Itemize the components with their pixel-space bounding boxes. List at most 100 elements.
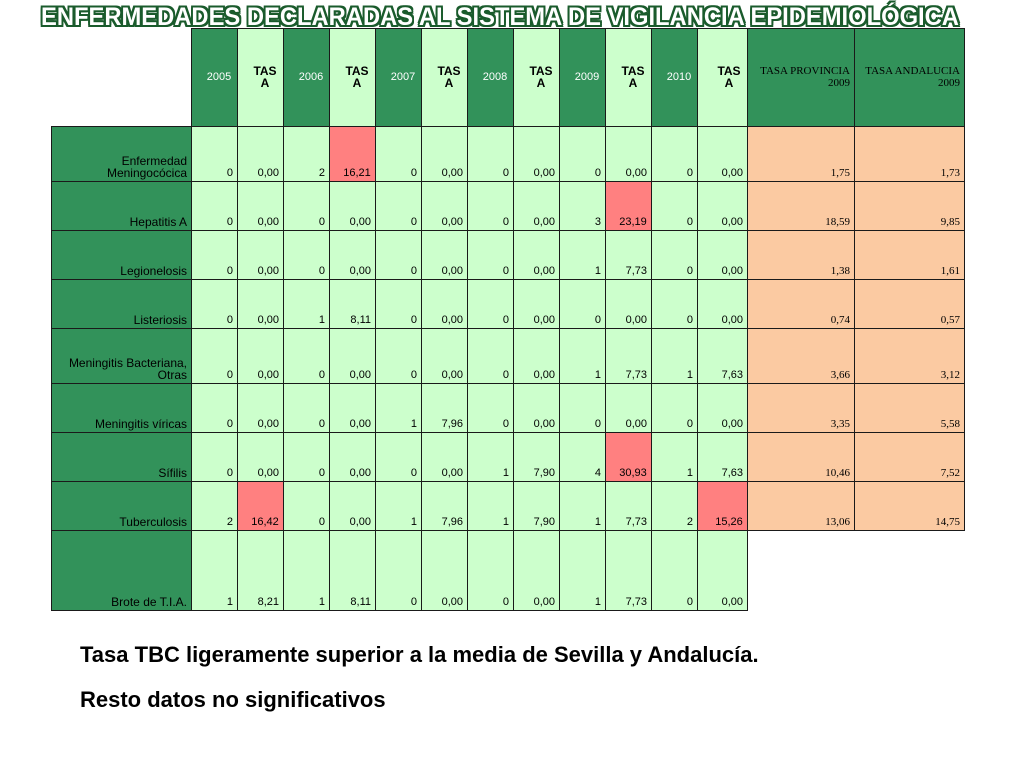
tasa-provincia-cell: 0,74 <box>747 279 855 329</box>
tasa-andalucia-cell: 5,58 <box>854 383 965 433</box>
disease-name: Tuberculosis <box>51 481 192 531</box>
count-cell: 4 <box>559 432 606 482</box>
table-row: Enfermedad Meningocócica 0 0,00 2 16,21 0 0,00… <box>51 126 965 182</box>
count-cell: 2 <box>191 481 238 531</box>
rate-cell: 7,90 <box>513 432 560 482</box>
tasa-provincia-cell: 1,38 <box>747 230 855 280</box>
count-cell: 1 <box>283 530 330 611</box>
disease-name: Meningitis Bacteriana, Otras <box>51 328 192 384</box>
count-cell: 0 <box>467 126 514 182</box>
count-cell: 0 <box>467 181 514 231</box>
disease-name: Meningitis víricas <box>51 383 192 433</box>
count-cell: 0 <box>191 181 238 231</box>
rate-cell: 7,73 <box>605 328 652 384</box>
highlighted-rate: 15,26 <box>715 516 743 528</box>
header-label: 2009 <box>574 70 600 83</box>
rate-cell: 7,90 <box>513 481 560 531</box>
table-row: Sífilis 0 0,00 0 0,00 0 0,00 1 7,90 4 30,93 1 7,63 10… <box>51 432 965 482</box>
rate-cell: 0,00 <box>329 181 376 231</box>
header-label: 2005 <box>206 70 232 83</box>
disease-name: Enfermedad Meningocócica <box>51 126 192 182</box>
header-tasa: TASA <box>697 28 748 127</box>
header-tasa: TASA <box>329 28 376 127</box>
rate-cell: 0,00 <box>513 328 560 384</box>
count-cell: 1 <box>283 279 330 329</box>
rate-cell: 0,00 <box>513 230 560 280</box>
rate-cell: 0,00 <box>329 230 376 280</box>
count-cell: 0 <box>651 530 698 611</box>
header-label: TASA <box>621 63 645 90</box>
count-cell: 1 <box>467 481 514 531</box>
header-label: TASA <box>529 63 553 90</box>
count-cell: 0 <box>651 383 698 433</box>
table-row: Meningitis Bacteriana, Otras 0 0,00 0 0,00 0 0… <box>51 328 965 384</box>
header-label: TASA <box>717 63 741 90</box>
count-cell: 0 <box>375 181 422 231</box>
header-label: TASA ANDALUCIA 2009 <box>865 64 960 89</box>
rate-cell: 0,00 <box>329 481 376 531</box>
rate-cell: 0,00 <box>697 530 748 611</box>
header-label: TASA <box>345 63 369 90</box>
count-cell: 1 <box>375 383 422 433</box>
header-tasa-provincia: TASA PROVINCIA 2009 <box>747 28 855 127</box>
count-cell: 1 <box>559 481 606 531</box>
tasa-andalucia-cell: 14,75 <box>854 481 965 531</box>
count-cell: 1 <box>651 432 698 482</box>
rate-cell: 0,00 <box>421 530 468 611</box>
rate-cell: 0,00 <box>237 230 284 280</box>
count-cell: 0 <box>467 530 514 611</box>
tasa-provincia-cell: 3,35 <box>747 383 855 433</box>
rate-cell: 7,73 <box>605 530 652 611</box>
count-cell: 0 <box>651 230 698 280</box>
header-corner <box>51 28 192 127</box>
count-cell: 0 <box>191 328 238 384</box>
highlighted-rate: 23,19 <box>619 216 647 228</box>
tasa-andalucia-cell: 9,85 <box>854 181 965 231</box>
count-cell: 2 <box>651 481 698 531</box>
rate-cell: 0,00 <box>697 383 748 433</box>
tasa-andalucia-cell: 0,57 <box>854 279 965 329</box>
rate-cell: 0,00 <box>237 181 284 231</box>
count-cell: 2 <box>283 126 330 182</box>
rate-cell: 0,00 <box>237 279 284 329</box>
table-row: Hepatitis A 0 0,00 0 0,00 0 0,00 0 0,00 3 23,19 0 0,… <box>51 181 965 231</box>
header-tasa-andalucia: TASA ANDALUCIA 2009 <box>854 28 965 127</box>
highlighted-rate: 30,93 <box>619 467 647 479</box>
tasa-provincia-cell: 1,75 <box>747 126 855 182</box>
header-tasa: TASA <box>237 28 284 127</box>
rate-cell: 0,00 <box>421 126 468 182</box>
header-row: 2005 TASA 2006 TASA 2007 TASA 2008 TASA 2009 TASA… <box>51 28 965 127</box>
count-cell: 0 <box>375 530 422 611</box>
count-cell: 0 <box>559 279 606 329</box>
count-cell: 0 <box>191 126 238 182</box>
rate-cell: 0,00 <box>237 383 284 433</box>
count-cell: 0 <box>375 230 422 280</box>
rate-cell: 0,00 <box>605 383 652 433</box>
count-cell: 0 <box>467 328 514 384</box>
rate-cell: 15,26 <box>697 481 748 531</box>
disease-name: Hepatitis A <box>51 181 192 231</box>
count-cell: 0 <box>375 126 422 182</box>
rate-cell: 0,00 <box>513 181 560 231</box>
header-year: 2006 <box>283 28 330 127</box>
rate-cell: 16,42 <box>237 481 284 531</box>
disease-name: Sífilis <box>51 432 192 482</box>
rate-cell: 0,00 <box>329 432 376 482</box>
rate-cell: 0,00 <box>237 432 284 482</box>
rate-cell: 0,00 <box>697 126 748 182</box>
count-cell: 0 <box>191 432 238 482</box>
table-row: Legionelosis 0 0,00 0 0,00 0 0,00 0 0,00 1 7,73 0 0,… <box>51 230 965 280</box>
tasa-andalucia-cell: 7,52 <box>854 432 965 482</box>
rate-cell: 7,96 <box>421 383 468 433</box>
disease-table: 2005 TASA 2006 TASA 2007 TASA 2008 TASA 2009 TASA… <box>51 28 965 611</box>
rate-cell: 0,00 <box>421 279 468 329</box>
table-row: Brote de T.I.A. 1 8,21 1 8,11 0 0,00 0 0,00 1 7,73… <box>51 530 965 611</box>
tasa-provincia-cell: 13,06 <box>747 481 855 531</box>
count-cell: 0 <box>283 432 330 482</box>
count-cell: 1 <box>467 432 514 482</box>
rate-cell: 0,00 <box>697 230 748 280</box>
tasa-andalucia-cell: 1,61 <box>854 230 965 280</box>
tasa-andalucia-cell: 3,12 <box>854 328 965 384</box>
rate-cell: 30,93 <box>605 432 652 482</box>
header-label: TASA <box>253 63 277 90</box>
